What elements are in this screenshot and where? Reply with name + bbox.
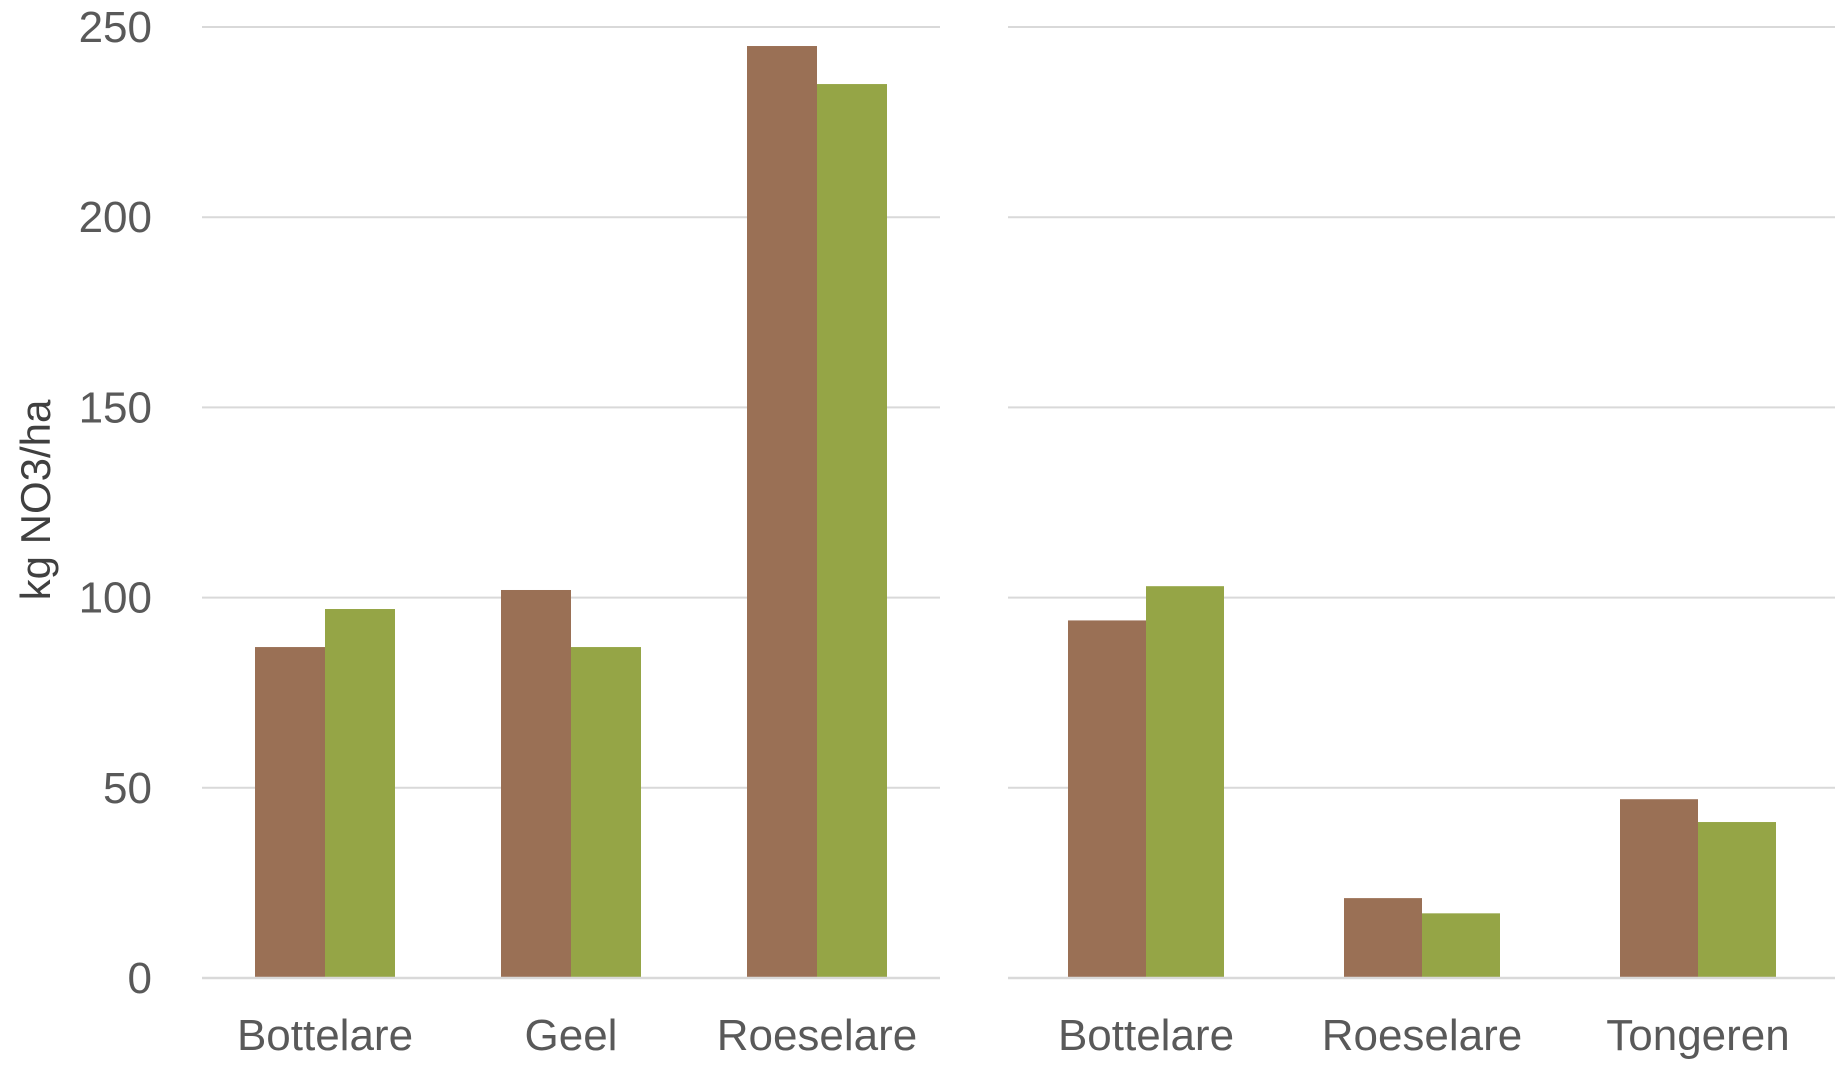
bar-roeselare-series-2 <box>817 84 887 978</box>
category-label: Roeselare <box>1322 1011 1523 1060</box>
category-label: Tongeren <box>1606 1011 1789 1060</box>
category-label: Roeselare <box>717 1011 918 1060</box>
category-label: Geel <box>525 1011 618 1060</box>
y-tick-label: 100 <box>79 574 152 623</box>
bar-bottelare-series-2 <box>325 609 395 978</box>
bar-bottelare-series-1 <box>255 647 325 978</box>
y-tick-label: 150 <box>79 383 152 432</box>
y-tick-labels: 0 50 100 150 200 250 <box>79 3 152 1003</box>
bar-bottelare-series-2 <box>1146 586 1224 978</box>
category-label: Bottelare <box>237 1011 413 1060</box>
bar-tongeren-series-2 <box>1698 822 1776 978</box>
y-axis-label-group: kg NO3/ha <box>12 399 59 600</box>
bar-bottelare-series-1 <box>1068 620 1146 978</box>
panel-2: Bottelare Roeselare Tongeren <box>1008 26 1835 1060</box>
bar-roeselare-series-2 <box>1422 913 1500 978</box>
category-label: Bottelare <box>1058 1011 1234 1060</box>
y-tick-label: 0 <box>128 954 152 1003</box>
chart-panels: Bottelare Geel Roeselare Bottelare Roeselare… <box>202 26 1835 1060</box>
y-tick-label: 50 <box>103 764 152 813</box>
y-axis-label: kg NO3/ha <box>12 399 59 600</box>
bar-roeselare-series-1 <box>747 46 817 978</box>
panel-1: Bottelare Geel Roeselare <box>202 26 940 1060</box>
bar-geel-series-1 <box>501 589 571 978</box>
y-tick-label: 200 <box>79 193 152 242</box>
y-tick-label: 250 <box>79 3 152 52</box>
bar-roeselare-series-1 <box>1344 898 1422 978</box>
bar-tongeren-series-1 <box>1620 799 1698 978</box>
bar-geel-series-2 <box>571 647 641 978</box>
